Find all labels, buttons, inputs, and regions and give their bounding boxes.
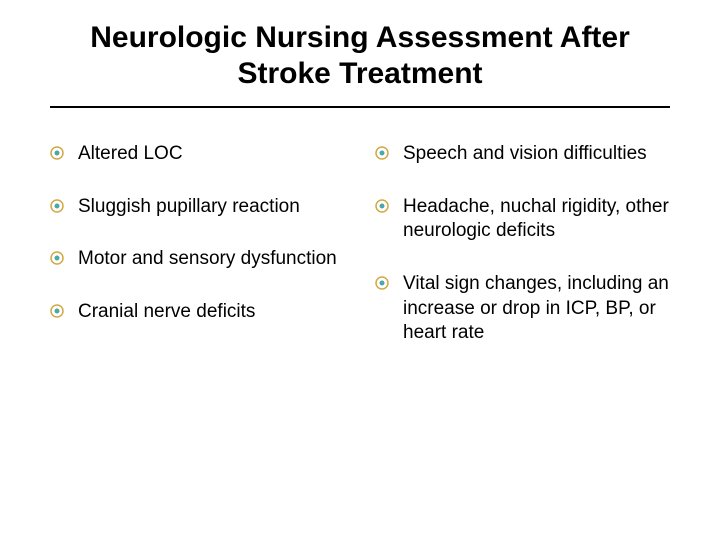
bullet-text: Speech and vision difficulties	[403, 142, 647, 167]
list-item: Headache, nuchal rigidity, other neurolo…	[375, 195, 670, 244]
bullet-text: Vital sign changes, including an increas…	[403, 272, 670, 346]
list-item: Motor and sensory dysfunction	[50, 247, 345, 272]
content-columns: Altered LOC Sluggish pupillary reaction …	[50, 142, 670, 374]
bullet-icon	[375, 276, 389, 290]
list-item: Altered LOC	[50, 142, 345, 167]
bullet-text: Sluggish pupillary reaction	[78, 195, 300, 220]
bullet-text: Motor and sensory dysfunction	[78, 247, 337, 272]
bullet-text: Headache, nuchal rigidity, other neurolo…	[403, 195, 670, 244]
list-item: Speech and vision difficulties	[375, 142, 670, 167]
bullet-icon	[375, 199, 389, 213]
slide-title: Neurologic Nursing Assessment After Stro…	[50, 20, 670, 108]
bullet-icon	[50, 251, 64, 265]
list-item: Sluggish pupillary reaction	[50, 195, 345, 220]
bullet-icon	[50, 199, 64, 213]
bullet-icon	[375, 146, 389, 160]
right-column: Speech and vision difficulties Headache,…	[375, 142, 670, 374]
bullet-icon	[50, 304, 64, 318]
left-column: Altered LOC Sluggish pupillary reaction …	[50, 142, 345, 374]
slide-container: Neurologic Nursing Assessment After Stro…	[0, 0, 720, 540]
bullet-text: Altered LOC	[78, 142, 183, 167]
list-item: Cranial nerve deficits	[50, 300, 345, 325]
bullet-icon	[50, 146, 64, 160]
bullet-text: Cranial nerve deficits	[78, 300, 255, 325]
list-item: Vital sign changes, including an increas…	[375, 272, 670, 346]
